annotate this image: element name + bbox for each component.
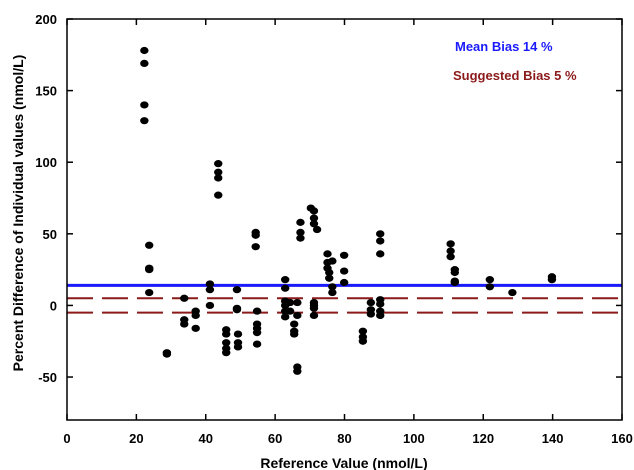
data-point xyxy=(140,59,149,67)
data-point xyxy=(376,237,385,245)
data-point xyxy=(450,268,460,277)
data-point xyxy=(214,174,223,182)
data-point xyxy=(205,286,215,294)
data-point xyxy=(358,337,368,345)
data-point xyxy=(145,266,154,274)
data-point xyxy=(162,350,172,358)
data-point xyxy=(293,298,302,307)
data-point xyxy=(233,330,243,338)
x-tick-label: 0 xyxy=(63,431,70,446)
x-axis-title: Reference Value (nmol/L) xyxy=(260,455,427,470)
data-point xyxy=(358,327,368,335)
data-point xyxy=(296,218,305,226)
legend-suggested-bias: Suggested Bias 5 % xyxy=(453,68,577,83)
y-tick-label: 200 xyxy=(35,12,57,27)
data-point xyxy=(252,340,262,348)
y-tick-label: 0 xyxy=(50,298,57,313)
data-point xyxy=(376,230,385,238)
data-point xyxy=(366,310,376,318)
data-point xyxy=(328,283,337,291)
data-point xyxy=(296,228,305,236)
data-point xyxy=(180,294,189,302)
x-tick-label: 40 xyxy=(199,431,213,446)
points-layer xyxy=(140,46,557,375)
data-point xyxy=(325,268,334,277)
data-point xyxy=(222,330,231,338)
x-tick-label: 100 xyxy=(403,431,425,446)
data-point xyxy=(485,276,495,284)
data-point xyxy=(309,304,319,312)
data-point xyxy=(252,329,262,337)
data-point xyxy=(296,234,305,242)
x-tick-label: 160 xyxy=(611,431,633,446)
data-point xyxy=(140,117,149,125)
data-point xyxy=(547,276,557,284)
data-point xyxy=(214,160,223,168)
data-point xyxy=(232,306,242,314)
data-point xyxy=(280,284,290,292)
data-point xyxy=(309,207,319,215)
data-point xyxy=(376,311,385,320)
data-point xyxy=(280,276,290,284)
data-point xyxy=(140,101,149,109)
data-point xyxy=(280,313,290,321)
data-point xyxy=(450,278,460,287)
data-point xyxy=(232,286,242,294)
ticks-layer: 0 20 40 60 80 100 120 140 160 -50 0 50 100 150 200 xyxy=(35,12,633,446)
data-point xyxy=(251,231,260,239)
x-tick-label: 140 xyxy=(542,431,564,446)
y-tick-label: 50 xyxy=(43,227,57,242)
y-tick-label: -50 xyxy=(38,370,57,385)
data-point xyxy=(309,220,319,228)
data-point xyxy=(293,311,302,320)
x-tick-label: 120 xyxy=(472,431,494,446)
data-point xyxy=(285,298,295,307)
x-tick-label: 60 xyxy=(268,431,282,446)
data-point xyxy=(285,307,295,315)
data-point xyxy=(376,300,385,308)
data-point xyxy=(309,214,319,222)
data-point xyxy=(323,250,332,258)
data-point xyxy=(312,225,322,234)
data-point xyxy=(293,367,302,375)
data-point xyxy=(191,324,200,332)
x-tick-label: 80 xyxy=(337,431,351,446)
y-tick-label: 150 xyxy=(35,84,57,99)
data-point xyxy=(233,343,243,351)
data-point xyxy=(145,288,154,297)
data-point xyxy=(325,274,334,282)
data-point xyxy=(446,247,455,255)
data-point xyxy=(290,320,299,328)
data-point xyxy=(214,168,223,176)
data-point xyxy=(205,280,215,288)
data-point xyxy=(251,243,260,251)
data-point xyxy=(376,250,385,258)
y-axis-title: Percent Difference of Individual values … xyxy=(10,55,26,372)
data-point xyxy=(290,330,299,338)
data-point xyxy=(180,320,189,328)
data-point xyxy=(222,339,231,347)
data-point xyxy=(252,307,262,315)
data-point xyxy=(328,257,337,265)
data-point xyxy=(205,301,215,310)
x-tick-label: 20 xyxy=(129,431,143,446)
data-point xyxy=(214,191,223,199)
data-point xyxy=(191,311,200,320)
data-point xyxy=(145,241,154,249)
data-point xyxy=(339,251,349,259)
data-point xyxy=(222,349,231,357)
data-point xyxy=(446,240,455,248)
data-point xyxy=(485,283,495,291)
data-point xyxy=(446,253,455,261)
data-point xyxy=(366,298,376,307)
data-point xyxy=(309,311,319,320)
data-point xyxy=(328,288,337,297)
data-point xyxy=(140,46,149,55)
data-point xyxy=(339,267,349,275)
y-tick-label: 100 xyxy=(35,155,57,170)
legend-mean-bias: Mean Bias 14 % xyxy=(455,39,553,54)
data-point xyxy=(508,288,517,297)
data-point xyxy=(339,278,349,287)
